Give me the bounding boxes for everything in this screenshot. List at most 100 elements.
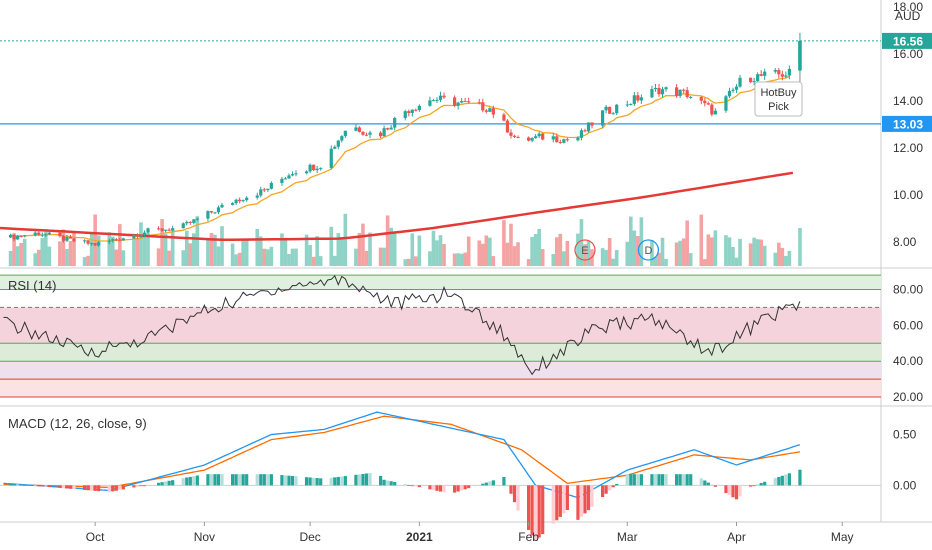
macd-histogram-bar bbox=[505, 485, 510, 487]
candle-body bbox=[608, 106, 612, 114]
candle-body bbox=[364, 134, 369, 136]
candle-body bbox=[488, 108, 492, 112]
candle-body bbox=[315, 168, 319, 171]
candle-body bbox=[213, 212, 217, 214]
macd-histogram-bar bbox=[238, 474, 242, 486]
candle-body bbox=[47, 232, 51, 235]
macd-histogram-bar bbox=[438, 485, 443, 492]
macd-histogram-bar bbox=[428, 485, 432, 490]
candle-body bbox=[142, 232, 147, 236]
volume-bar bbox=[72, 231, 76, 266]
volume-bar bbox=[392, 232, 397, 266]
volume-bar-last bbox=[798, 228, 802, 266]
macd-histogram-bar bbox=[601, 485, 605, 498]
candle-body bbox=[773, 70, 777, 72]
macd-histogram-bar bbox=[82, 485, 87, 490]
volume-bar bbox=[706, 234, 711, 266]
volume-bar bbox=[516, 242, 520, 266]
annotation-text: Pick bbox=[768, 101, 789, 113]
macd-histogram-bar bbox=[132, 485, 136, 488]
candle-body bbox=[82, 240, 87, 242]
volume-bar bbox=[266, 249, 270, 266]
macd-histogram-bar bbox=[706, 482, 710, 486]
macd-histogram-bar bbox=[389, 481, 393, 486]
volume-bar bbox=[33, 253, 38, 266]
macd-histogram-bar bbox=[294, 476, 298, 486]
macd-histogram-bar bbox=[12, 484, 16, 486]
macd-histogram-bar bbox=[16, 484, 20, 486]
volume-bar bbox=[431, 230, 436, 266]
volume-bar bbox=[562, 251, 566, 266]
volume-bar bbox=[188, 243, 193, 266]
volume-bar bbox=[551, 254, 556, 266]
macd-histogram-bar bbox=[142, 485, 147, 487]
macd-histogram-bar bbox=[558, 485, 562, 517]
volume-bar bbox=[674, 242, 679, 266]
candle-body bbox=[653, 88, 658, 90]
macd-histogram-bar bbox=[107, 485, 111, 493]
candle-body bbox=[763, 71, 767, 76]
macd-histogram-bar bbox=[502, 476, 506, 486]
candle-body bbox=[534, 136, 538, 139]
macd-histogram-bar bbox=[798, 469, 802, 486]
volume-bar bbox=[58, 241, 62, 266]
volume-bar bbox=[382, 247, 386, 266]
candle-body bbox=[678, 89, 682, 96]
macd-histogram-bar bbox=[431, 485, 436, 491]
last-price-badge: 16.56 bbox=[893, 34, 923, 48]
candle-body bbox=[502, 114, 506, 121]
candle-body bbox=[259, 189, 263, 196]
candle-body bbox=[713, 110, 717, 115]
macd-histogram-bar bbox=[512, 485, 517, 503]
candle-body bbox=[37, 232, 41, 235]
volume-bar bbox=[600, 248, 605, 266]
volume-bar bbox=[435, 240, 439, 266]
candle-body bbox=[604, 106, 608, 111]
volume-bar bbox=[713, 230, 718, 266]
macd-histogram-bar bbox=[167, 480, 171, 486]
volume-bar bbox=[512, 246, 517, 266]
macd-histogram-bar bbox=[280, 475, 284, 486]
candle-body bbox=[706, 103, 710, 105]
macd-histogram-bar bbox=[555, 485, 559, 521]
macd-histogram-bar bbox=[625, 474, 629, 486]
macd-histogram-bar bbox=[682, 474, 686, 486]
volume-bar bbox=[19, 242, 23, 266]
volume-bar bbox=[68, 241, 73, 266]
volume-bar bbox=[660, 237, 665, 266]
candle-body bbox=[787, 68, 791, 76]
candle-body bbox=[389, 127, 393, 130]
macd-histogram-bar bbox=[139, 485, 143, 487]
candle-body bbox=[171, 228, 175, 231]
candle-body bbox=[727, 90, 732, 97]
macd-histogram-bar bbox=[308, 477, 312, 486]
macd-histogram-bar bbox=[738, 485, 742, 497]
volume-bar bbox=[269, 246, 274, 266]
candle-body bbox=[192, 219, 196, 223]
candle-body bbox=[319, 167, 323, 169]
rsi-band-oversold bbox=[0, 379, 881, 398]
macd-histogram-bar bbox=[442, 485, 446, 493]
macd-histogram-bar bbox=[456, 485, 460, 492]
volume-bar bbox=[537, 228, 541, 266]
macd-tick-label: 0.00 bbox=[893, 478, 917, 492]
volume-bar bbox=[237, 252, 242, 266]
volume-bar bbox=[579, 219, 584, 266]
macd-histogram-bar bbox=[164, 481, 168, 486]
volume-bar bbox=[135, 238, 140, 266]
candle-body bbox=[724, 96, 728, 111]
candle-body bbox=[40, 234, 44, 236]
macd-histogram-bar bbox=[703, 480, 707, 486]
candle-body bbox=[699, 96, 703, 101]
macd-histogram-bar bbox=[689, 474, 693, 486]
candle-body bbox=[167, 229, 171, 231]
macd-histogram-bar bbox=[393, 481, 397, 486]
volume-bar bbox=[533, 234, 538, 266]
candle-body bbox=[340, 136, 344, 141]
volume-bar bbox=[681, 238, 686, 266]
macd-histogram-bar bbox=[192, 476, 196, 486]
candle-body bbox=[220, 204, 224, 208]
candle-body bbox=[393, 118, 397, 128]
last-price-badge-bg bbox=[882, 32, 932, 49]
candle-body bbox=[752, 81, 756, 83]
